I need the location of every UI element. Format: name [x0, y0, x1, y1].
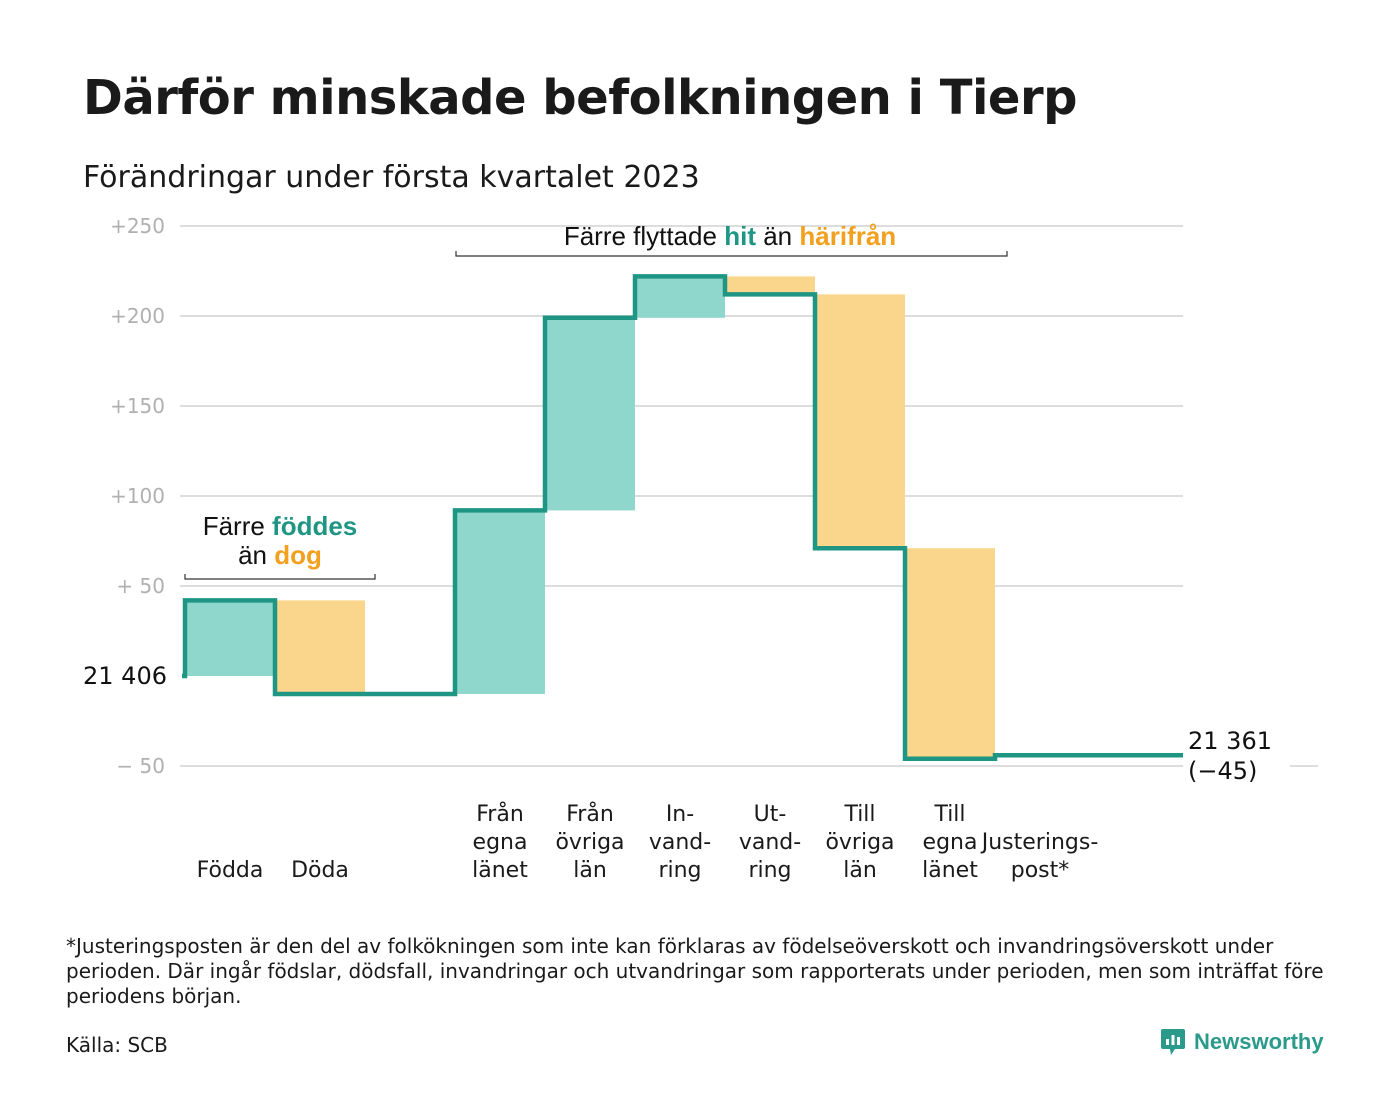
- annotation-births-line2: än dog: [238, 540, 322, 570]
- category-label-line: län: [843, 858, 877, 883]
- y-tick-label-1: +200: [110, 304, 165, 328]
- chart-subtitle: Förändringar under första kvartalet 2023: [83, 160, 700, 195]
- brand-name: Newsworthy: [1194, 1029, 1324, 1054]
- y-tick-label-4: + 50: [116, 574, 165, 598]
- category-label-line: övriga: [555, 830, 624, 855]
- category-label-line: länet: [922, 858, 978, 883]
- annotation-migration: Färre flyttade hit än härifrån: [564, 221, 896, 251]
- category-label-line: övriga: [825, 830, 894, 855]
- y-tick-label-3: +100: [110, 484, 165, 508]
- brand-logo: Newsworthy: [1160, 1027, 1324, 1057]
- annotation-births-line1-part-1: föddes: [272, 511, 357, 541]
- category-label-line: län: [573, 858, 607, 883]
- category-label-line: Justerings-: [980, 830, 1099, 855]
- bar-5: [635, 276, 725, 318]
- newsworthy-logo-icon: [1161, 1029, 1185, 1055]
- y-tick-label-5: − 50: [116, 754, 165, 778]
- y-tick-label-2: +150: [110, 394, 165, 418]
- end-value-label: 21 361: [1188, 727, 1272, 755]
- annotation-migration-bracket: [455, 251, 1008, 257]
- category-label-line: länet: [472, 858, 528, 883]
- category-label-line: ring: [748, 858, 791, 883]
- bar-3: [455, 510, 545, 694]
- bar-8: [905, 548, 995, 759]
- footnote: *Justeringsposten är den del av folkökni…: [66, 934, 1324, 1008]
- source-label: Källa: SCB: [66, 1033, 168, 1057]
- annotation-migration-part-2: än: [756, 221, 799, 251]
- category-label-line: Till: [843, 802, 875, 827]
- category-label-line: Ut-: [754, 802, 787, 827]
- category-label-line: ring: [658, 858, 701, 883]
- category-label-6: Ut-vand-ring: [739, 802, 801, 883]
- category-label-line: Döda: [291, 858, 349, 883]
- chart-title: Därför minskade befolkningen i Tierp: [83, 70, 1077, 126]
- category-label-line: egna: [473, 830, 528, 855]
- category-label-1: Döda: [291, 858, 349, 883]
- cumulative-step-line: [182, 274, 1183, 762]
- annotation-births-line1-part-0: Färre: [203, 511, 272, 541]
- end-change-label: (−45): [1188, 757, 1257, 785]
- category-label-line: Födda: [197, 858, 264, 883]
- annotation-births-line1: Färre föddes: [203, 511, 358, 541]
- category-label-3: Från egna länet: [472, 801, 528, 883]
- category-label-8: Till egna länet: [922, 802, 978, 883]
- y-tick-label-0: +250: [110, 214, 165, 238]
- bar-1: [275, 600, 365, 694]
- category-label-9: Justerings-post*: [980, 830, 1099, 883]
- annotation-migration-part-0: Färre flyttade: [564, 221, 724, 251]
- category-label-0: Födda: [197, 858, 264, 883]
- annotation-migration-part-3: härifrån: [799, 221, 896, 251]
- annotation-births-line2-part-0: än: [238, 540, 274, 570]
- category-label-7: Till övriga län: [825, 802, 894, 883]
- category-label-5: In-vand-ring: [649, 802, 711, 883]
- bar-6: [725, 276, 815, 295]
- bar-4: [545, 317, 635, 511]
- category-label-line: In-: [666, 802, 694, 827]
- bar-0: [185, 600, 275, 676]
- category-label-line: post*: [1011, 858, 1070, 883]
- bar-7: [815, 294, 905, 549]
- category-label-4: Från övriga län: [555, 801, 624, 883]
- category-label-line: Från: [476, 801, 524, 827]
- annotation-migration-part-1: hit: [724, 221, 756, 251]
- start-value-label: 21 406: [83, 662, 167, 690]
- waterfall-chart: +250 +200 +150 +100 + 50 − 50 Födda Döda Från egn…: [83, 214, 1318, 883]
- annotation-births-line2-part-1: dog: [274, 540, 322, 570]
- annotation-births-bracket: [184, 574, 376, 580]
- category-label-line: Till: [933, 802, 965, 827]
- category-label-line: Från: [566, 801, 614, 827]
- category-label-line: egna: [923, 830, 978, 855]
- category-label-line: vand-: [739, 830, 801, 855]
- category-label-line: vand-: [649, 830, 711, 855]
